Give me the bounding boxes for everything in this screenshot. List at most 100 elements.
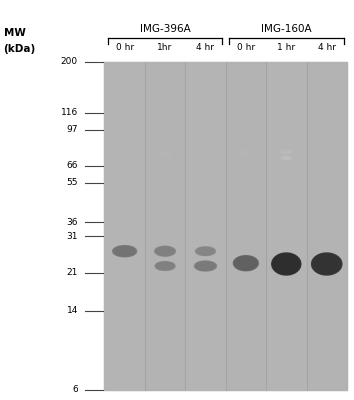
Polygon shape bbox=[240, 260, 252, 267]
Text: 1hr: 1hr bbox=[158, 43, 173, 52]
Text: 97: 97 bbox=[67, 125, 78, 134]
Polygon shape bbox=[312, 253, 342, 275]
Polygon shape bbox=[201, 264, 210, 268]
Polygon shape bbox=[200, 249, 211, 254]
Polygon shape bbox=[241, 260, 250, 266]
Polygon shape bbox=[282, 150, 291, 154]
Polygon shape bbox=[314, 254, 340, 274]
Text: 1 hr: 1 hr bbox=[277, 43, 295, 52]
Polygon shape bbox=[196, 262, 215, 270]
Polygon shape bbox=[274, 254, 299, 274]
Polygon shape bbox=[159, 152, 171, 156]
Text: 4 hr: 4 hr bbox=[196, 43, 215, 52]
Polygon shape bbox=[159, 248, 172, 254]
Polygon shape bbox=[241, 151, 250, 154]
Polygon shape bbox=[283, 157, 290, 159]
Polygon shape bbox=[197, 247, 214, 255]
Text: 21: 21 bbox=[67, 268, 78, 277]
Polygon shape bbox=[118, 248, 131, 254]
Polygon shape bbox=[159, 263, 171, 269]
Polygon shape bbox=[198, 262, 213, 270]
Polygon shape bbox=[234, 256, 258, 270]
Polygon shape bbox=[195, 261, 216, 271]
Polygon shape bbox=[200, 264, 211, 268]
Polygon shape bbox=[158, 263, 173, 269]
Text: IMG-396A: IMG-396A bbox=[140, 24, 190, 34]
Text: MW: MW bbox=[4, 28, 25, 38]
Polygon shape bbox=[196, 247, 215, 255]
Polygon shape bbox=[162, 153, 168, 155]
Polygon shape bbox=[319, 259, 334, 269]
Polygon shape bbox=[280, 150, 292, 154]
Polygon shape bbox=[242, 152, 250, 154]
Polygon shape bbox=[161, 264, 169, 268]
Polygon shape bbox=[119, 249, 130, 254]
Polygon shape bbox=[159, 248, 171, 254]
Polygon shape bbox=[313, 254, 341, 274]
Polygon shape bbox=[320, 259, 333, 269]
Polygon shape bbox=[276, 256, 296, 272]
Text: (kDa): (kDa) bbox=[4, 44, 36, 54]
Polygon shape bbox=[279, 259, 293, 269]
Polygon shape bbox=[201, 264, 210, 268]
Polygon shape bbox=[281, 150, 292, 154]
Polygon shape bbox=[197, 262, 214, 270]
Polygon shape bbox=[156, 247, 173, 255]
Polygon shape bbox=[238, 258, 253, 268]
Polygon shape bbox=[240, 151, 252, 155]
Polygon shape bbox=[155, 246, 176, 256]
Polygon shape bbox=[117, 248, 132, 255]
Text: 0 hr: 0 hr bbox=[115, 43, 134, 52]
Text: 116: 116 bbox=[61, 108, 78, 118]
Polygon shape bbox=[160, 264, 170, 268]
Polygon shape bbox=[116, 247, 134, 255]
Polygon shape bbox=[200, 249, 210, 253]
Polygon shape bbox=[156, 262, 175, 270]
Polygon shape bbox=[199, 263, 212, 269]
Polygon shape bbox=[282, 151, 290, 153]
Polygon shape bbox=[282, 151, 290, 153]
Bar bbox=[145, 62, 185, 390]
Bar bbox=[104, 62, 145, 390]
Polygon shape bbox=[236, 257, 256, 269]
Text: 14: 14 bbox=[67, 306, 78, 315]
Polygon shape bbox=[284, 151, 289, 153]
Polygon shape bbox=[317, 257, 336, 271]
Polygon shape bbox=[199, 248, 212, 254]
Polygon shape bbox=[158, 263, 172, 269]
Polygon shape bbox=[156, 262, 174, 270]
Polygon shape bbox=[233, 256, 258, 271]
Polygon shape bbox=[275, 255, 298, 273]
Polygon shape bbox=[157, 262, 173, 270]
Polygon shape bbox=[162, 153, 168, 155]
Polygon shape bbox=[281, 150, 292, 154]
Polygon shape bbox=[115, 247, 135, 256]
Polygon shape bbox=[281, 156, 292, 160]
Text: 6: 6 bbox=[72, 386, 78, 394]
Polygon shape bbox=[235, 256, 257, 270]
Polygon shape bbox=[240, 151, 252, 155]
Polygon shape bbox=[161, 153, 169, 155]
Polygon shape bbox=[197, 248, 214, 255]
Polygon shape bbox=[113, 246, 136, 256]
Polygon shape bbox=[160, 152, 170, 156]
Polygon shape bbox=[161, 249, 170, 253]
Text: 55: 55 bbox=[67, 178, 78, 187]
Polygon shape bbox=[159, 264, 171, 268]
Polygon shape bbox=[314, 255, 339, 273]
Polygon shape bbox=[243, 152, 249, 154]
Polygon shape bbox=[113, 246, 137, 257]
Polygon shape bbox=[119, 248, 131, 254]
Polygon shape bbox=[315, 256, 338, 272]
Polygon shape bbox=[239, 259, 253, 268]
Polygon shape bbox=[281, 150, 291, 154]
Polygon shape bbox=[160, 249, 170, 254]
Text: 66: 66 bbox=[67, 161, 78, 170]
Polygon shape bbox=[284, 157, 289, 159]
Bar bbox=[185, 62, 226, 390]
Polygon shape bbox=[281, 260, 292, 268]
Polygon shape bbox=[273, 254, 300, 274]
Text: 31: 31 bbox=[67, 232, 78, 241]
Polygon shape bbox=[283, 157, 290, 159]
Polygon shape bbox=[321, 260, 332, 268]
